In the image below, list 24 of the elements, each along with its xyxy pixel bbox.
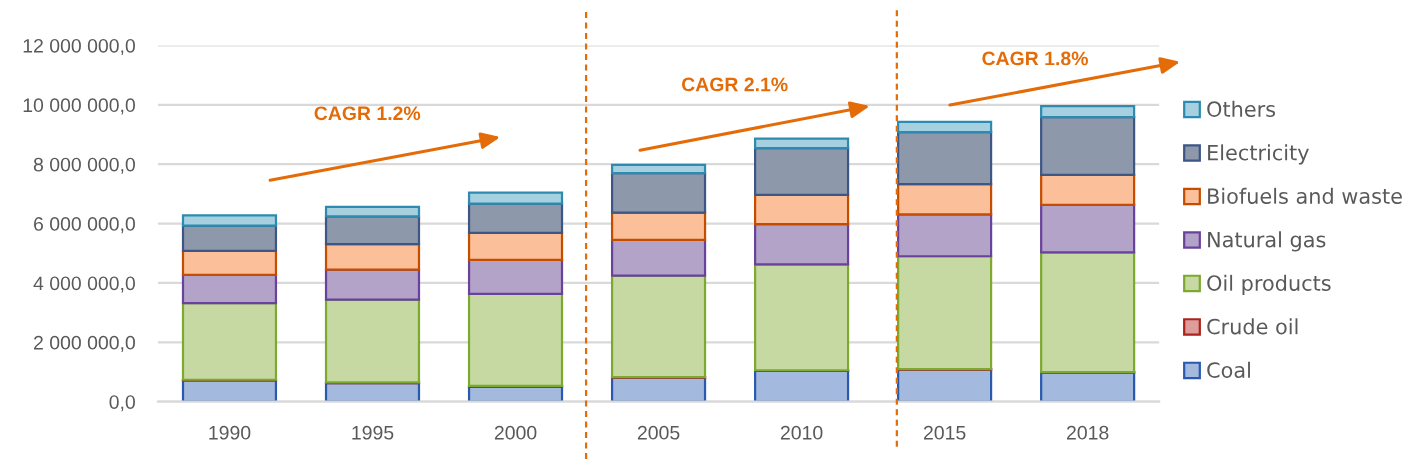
y-tick-label: 8 000 000,0 bbox=[33, 157, 135, 174]
annotation: CAGR 1.8% bbox=[982, 51, 1088, 66]
y-tick-label: 2 000 000,0 bbox=[34, 335, 135, 352]
x-tick-label: 2005 bbox=[637, 425, 680, 440]
x-tick-label: 1995 bbox=[352, 425, 394, 440]
legend-label: Coal bbox=[1207, 361, 1250, 378]
legend-label: Oil products bbox=[1207, 274, 1331, 295]
y-tick-label: 12 000 000,0 bbox=[23, 38, 135, 56]
legend-label: Crude oil bbox=[1207, 318, 1298, 335]
x-tick-label: 1990 bbox=[209, 425, 251, 440]
x-tick-label: 2018 bbox=[1066, 425, 1109, 440]
y-tick-label: 0,0 bbox=[109, 395, 135, 412]
legend-label: Electricity bbox=[1208, 144, 1309, 165]
x-tick-label: 2000 bbox=[494, 425, 537, 440]
legend-label: Biofuels and waste bbox=[1208, 187, 1402, 204]
annotation: CAGR 2.1% bbox=[681, 77, 788, 92]
y-tick-label: 10 000 000,0 bbox=[23, 98, 135, 115]
annotation: CAGR 1.2% bbox=[314, 106, 421, 121]
x-tick-label: 2015 bbox=[923, 425, 966, 440]
y-tick-label: 4 000 000,0 bbox=[33, 276, 135, 293]
legend-label: Others bbox=[1207, 100, 1276, 117]
x-tick-label: 2010 bbox=[780, 425, 823, 440]
legend-label: Natural gas bbox=[1208, 231, 1326, 252]
y-tick-label: 6 000 000,0 bbox=[34, 217, 135, 234]
